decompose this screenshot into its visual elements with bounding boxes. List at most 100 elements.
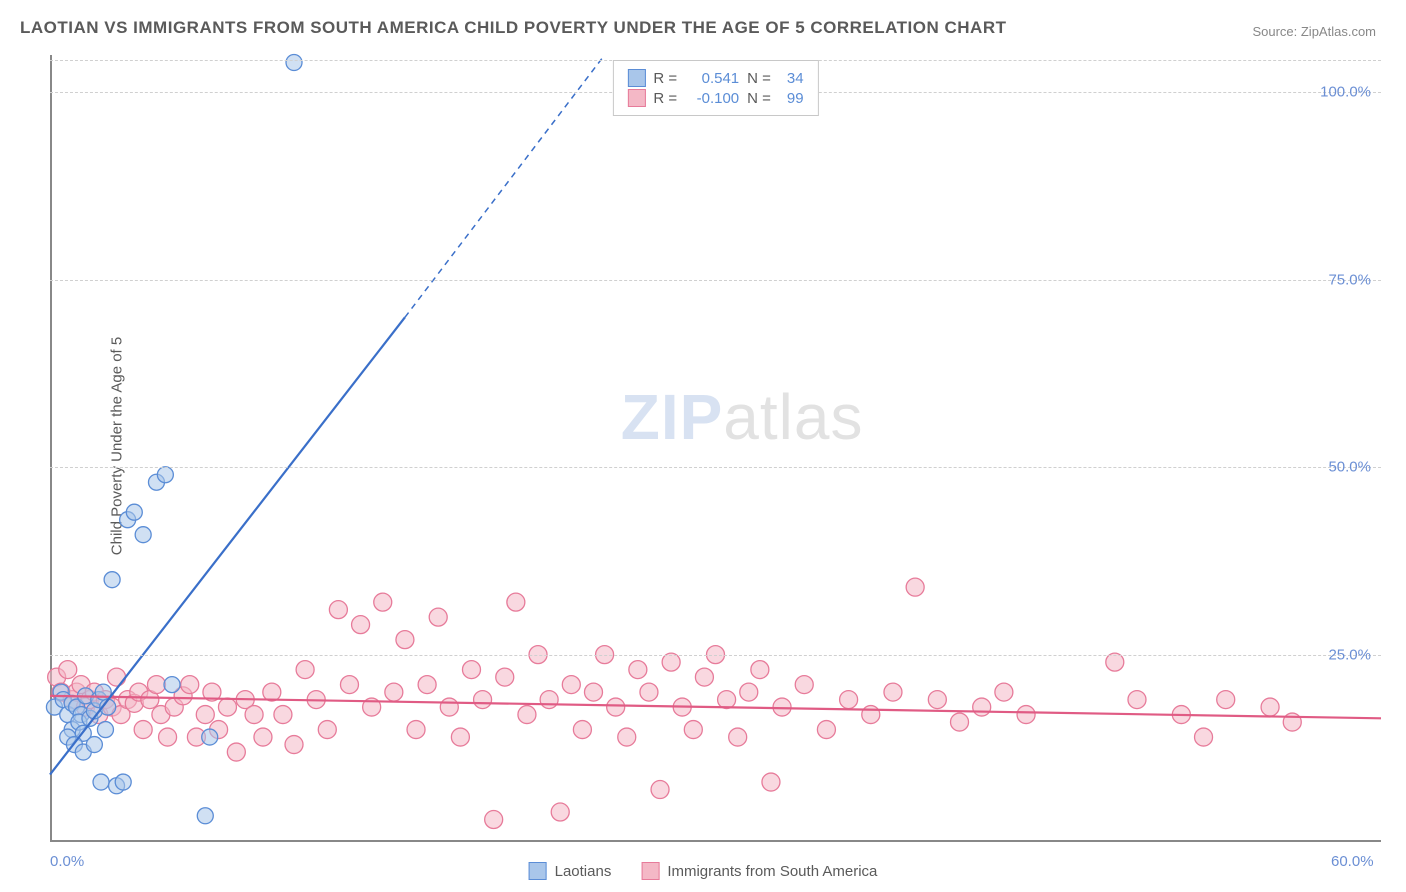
data-point <box>86 737 102 753</box>
data-point <box>59 661 77 679</box>
n-label: N = <box>747 70 771 87</box>
data-point <box>662 653 680 671</box>
data-point <box>197 808 213 824</box>
data-point <box>817 721 835 739</box>
data-point <box>202 729 218 745</box>
plot-svg <box>50 55 1381 842</box>
data-point <box>751 661 769 679</box>
data-point <box>884 683 902 701</box>
n-label: N = <box>747 90 771 107</box>
data-point <box>296 661 314 679</box>
n-value-series1: 34 <box>787 70 804 87</box>
data-point <box>227 743 245 761</box>
data-point <box>1217 691 1235 709</box>
data-point <box>318 721 336 739</box>
data-point <box>762 773 780 791</box>
data-point <box>440 698 458 716</box>
data-point <box>134 721 152 739</box>
data-point <box>474 691 492 709</box>
data-point <box>1195 728 1213 746</box>
data-point <box>274 706 292 724</box>
data-point <box>164 677 180 693</box>
data-point <box>181 676 199 694</box>
data-point <box>562 676 580 694</box>
data-point <box>329 601 347 619</box>
data-point <box>640 683 658 701</box>
data-point <box>496 668 514 686</box>
data-point <box>245 706 263 724</box>
data-point <box>159 728 177 746</box>
grid-line <box>50 467 1381 468</box>
legend-item-series1: Laotians <box>529 862 612 880</box>
stats-row-series2: R = -0.100 N = 99 <box>627 89 803 107</box>
n-value-series2: 99 <box>787 90 804 107</box>
data-point <box>928 691 946 709</box>
data-point <box>795 676 813 694</box>
y-tick-label: 25.0% <box>1328 646 1371 663</box>
y-tick-label: 50.0% <box>1328 459 1371 476</box>
data-point <box>973 698 991 716</box>
data-point <box>147 676 165 694</box>
data-point <box>1128 691 1146 709</box>
legend-label-series1: Laotians <box>555 863 612 880</box>
correlation-stats-box: R = 0.541 N = 34 R = -0.100 N = 99 <box>612 60 818 116</box>
data-point <box>126 504 142 520</box>
swatch-series1 <box>627 69 645 87</box>
data-point <box>651 781 669 799</box>
data-point <box>485 811 503 829</box>
x-tick-label: 60.0% <box>1331 853 1374 870</box>
data-point <box>451 728 469 746</box>
data-point <box>540 691 558 709</box>
stats-row-series1: R = 0.541 N = 34 <box>627 69 803 87</box>
data-point <box>374 593 392 611</box>
data-point <box>573 721 591 739</box>
x-tick-label: 0.0% <box>50 853 84 870</box>
source-attribution: Source: ZipAtlas.com <box>1252 24 1376 39</box>
grid-line <box>50 280 1381 281</box>
data-point <box>695 668 713 686</box>
data-point <box>862 706 880 724</box>
y-tick-label: 100.0% <box>1320 84 1371 101</box>
data-point <box>840 691 858 709</box>
data-point <box>418 676 436 694</box>
data-point <box>108 668 126 686</box>
data-point <box>607 698 625 716</box>
data-point <box>352 616 370 634</box>
grid-line <box>50 655 1381 656</box>
data-point <box>951 713 969 731</box>
data-point <box>618 728 636 746</box>
data-point <box>740 683 758 701</box>
data-point <box>340 676 358 694</box>
data-point <box>135 527 151 543</box>
data-point <box>104 572 120 588</box>
data-point <box>157 467 173 483</box>
data-point <box>629 661 647 679</box>
swatch-series1 <box>529 862 547 880</box>
legend-item-series2: Immigrants from South America <box>641 862 877 880</box>
data-point <box>1106 653 1124 671</box>
data-point <box>429 608 447 626</box>
r-label: R = <box>653 90 677 107</box>
data-point <box>218 698 236 716</box>
data-point <box>584 683 602 701</box>
r-value-series1: 0.541 <box>685 70 739 87</box>
data-point <box>684 721 702 739</box>
data-point <box>551 803 569 821</box>
data-point <box>115 774 131 790</box>
data-point <box>1017 706 1035 724</box>
data-point <box>254 728 272 746</box>
data-point <box>285 736 303 754</box>
data-point <box>196 706 214 724</box>
swatch-series2 <box>627 89 645 107</box>
legend: Laotians Immigrants from South America <box>529 862 878 880</box>
data-point <box>906 578 924 596</box>
chart-area: ZIPatlas R = 0.541 N = 34 R = -0.100 N =… <box>50 55 1381 842</box>
data-point <box>518 706 536 724</box>
data-point <box>97 722 113 738</box>
chart-title: LAOTIAN VS IMMIGRANTS FROM SOUTH AMERICA… <box>20 18 1007 38</box>
data-point <box>396 631 414 649</box>
r-value-series2: -0.100 <box>685 90 739 107</box>
swatch-series2 <box>641 862 659 880</box>
trend-line <box>405 55 605 317</box>
data-point <box>995 683 1013 701</box>
